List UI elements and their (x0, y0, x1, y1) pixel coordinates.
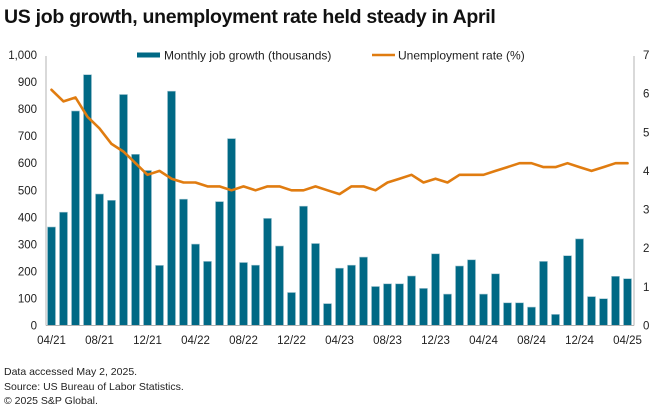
axes-layer (45, 56, 635, 326)
data-accessed-note: Data accessed May 2, 2025. (4, 366, 138, 378)
bar-08-23 (383, 283, 392, 326)
x-tick-label: 12/21 (133, 335, 162, 347)
legend-line-label: Unemployment rate (%) (398, 49, 525, 63)
bar-01-22 (155, 265, 164, 326)
bar-02-24 (455, 265, 464, 326)
y2-tick-label: 2 (643, 243, 649, 255)
bar-09-24 (539, 261, 548, 326)
bar-01-25 (587, 296, 596, 326)
x-axis-ticks: 04/21 08/21 12/21 04/22 08/22 12/22 04/23 08/23… (37, 335, 642, 347)
bar-11-24 (563, 255, 572, 326)
bar-06-21 (71, 110, 80, 326)
bar-03-22 (179, 198, 188, 326)
x-tick-label: 08/23 (373, 335, 402, 347)
bar-09-21 (107, 200, 116, 326)
bar-11-21 (131, 154, 140, 326)
bar-05-23 (347, 264, 356, 326)
bar-09-22 (251, 264, 260, 326)
y-tick-label: 600 (18, 158, 37, 170)
x-tick-label: 08/21 (85, 335, 114, 347)
source-note: Source: US Bureau of Labor Statistics. (4, 380, 184, 393)
bar-09-23 (395, 283, 404, 326)
bar-05-21 (59, 211, 68, 326)
y-tick-label: 900 (18, 77, 37, 89)
bar-04-23 (335, 267, 344, 326)
y-tick-label: 500 (18, 185, 37, 197)
copyright-note: © 2025 S&P Global. (4, 395, 98, 407)
x-tick-label: 04/21 (37, 335, 66, 347)
x-tick-label: 04/24 (469, 335, 498, 347)
x-tick-label: 04/23 (325, 335, 354, 347)
bar-07-24 (515, 302, 524, 326)
bar-04-24 (479, 293, 488, 326)
legend-bar-label: Monthly job growth (thousands) (164, 49, 331, 63)
bar-12-23 (431, 253, 440, 326)
y-tick-label: 0 (31, 321, 37, 333)
y-tick-label: 1,000 (8, 50, 37, 62)
bar-11-23 (419, 288, 428, 326)
y2-tick-label: 1 (643, 282, 649, 294)
y-tick-label: 800 (18, 104, 37, 116)
bar-04-22 (191, 243, 200, 326)
bar-03-24 (467, 259, 476, 326)
bar-08-24 (527, 306, 536, 326)
bar-10-23 (407, 275, 416, 326)
bar-07-23 (371, 286, 380, 326)
bar-10-21 (119, 94, 128, 326)
y2-tick-label: 5 (643, 127, 649, 139)
bar-05-24 (491, 273, 500, 326)
bar-07-22 (227, 138, 236, 326)
x-tick-label: 08/24 (517, 335, 546, 347)
y-tick-label: 100 (18, 293, 37, 305)
y2-tick-label: 3 (643, 205, 649, 217)
bar-10-24 (551, 314, 560, 326)
bar-05-22 (203, 261, 212, 326)
bar-01-24 (443, 293, 452, 326)
bar-10-22 (263, 218, 272, 326)
y-tick-label: 300 (18, 239, 37, 251)
bar-02-22 (167, 90, 176, 326)
bar-06-23 (359, 256, 368, 326)
y2-tick-label: 4 (643, 166, 650, 178)
bar-06-22 (215, 201, 224, 326)
x-tick-label: 12/22 (277, 335, 306, 347)
x-tick-label: 12/24 (565, 335, 594, 347)
x-tick-label: 04/25 (613, 335, 642, 347)
legend-bar-swatch (137, 52, 160, 58)
bar-11-22 (275, 245, 284, 326)
y2-tick-label: 6 (643, 89, 649, 101)
bar-04-21 (47, 226, 56, 326)
bar-03-23 (323, 303, 332, 326)
bar-08-21 (95, 193, 104, 326)
bar-02-23 (311, 243, 320, 326)
bar-12-21 (143, 170, 152, 326)
bar-12-24 (575, 238, 584, 326)
bar-03-25 (611, 275, 620, 326)
y-tick-label: 700 (18, 131, 37, 143)
y2-tick-label: 7 (643, 50, 649, 62)
bar-12-22 (287, 292, 296, 326)
chart-title: US job growth, unemployment rate held st… (4, 6, 496, 28)
y-tick-label: 400 (18, 212, 37, 224)
bar-06-24 (503, 302, 512, 326)
x-tick-label: 12/23 (421, 335, 450, 347)
footer: Data accessed May 2, 2025. Source: US Bu… (4, 365, 184, 409)
bar-01-23 (299, 205, 308, 326)
line-layer (50, 88, 629, 196)
right-axis-ticks: 0 1 2 3 4 5 6 7 (643, 50, 650, 333)
bar-08-22 (239, 262, 248, 326)
x-tick-label: 04/22 (181, 335, 210, 347)
bar-02-25 (599, 298, 608, 326)
bar-04-25 (623, 278, 632, 326)
y-tick-label: 200 (18, 266, 37, 278)
y2-tick-label: 0 (643, 321, 649, 333)
bars-layer (47, 74, 632, 326)
left-axis-ticks: 0 100 200 300 400 500 600 700 800 900 1,000 (8, 50, 37, 333)
legend: Monthly job growth (thousands) Unemploym… (137, 49, 525, 63)
x-tick-label: 08/22 (229, 335, 258, 347)
